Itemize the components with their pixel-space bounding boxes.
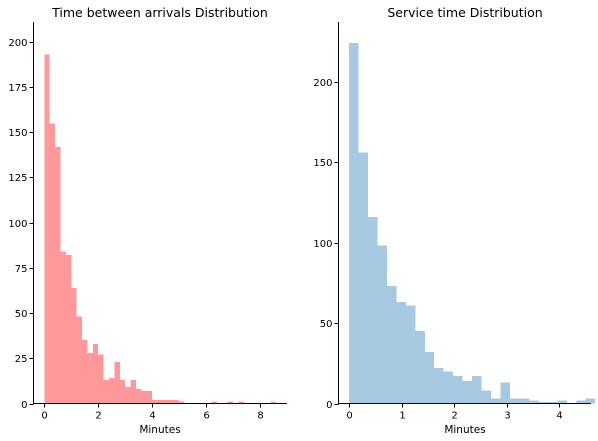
y-axis-ticks: 0 25 50 75 100 125 150 175 200 bbox=[8, 38, 34, 411]
histogram-bar bbox=[173, 399, 180, 404]
histogram-bar bbox=[211, 401, 217, 404]
x-tick-label: 0 bbox=[346, 411, 352, 422]
histogram-bar bbox=[227, 401, 234, 404]
histogram-bar bbox=[367, 216, 378, 404]
x-tick-label: 1 bbox=[399, 411, 405, 422]
y-tick-label: 150 bbox=[8, 128, 27, 139]
histogram-bar bbox=[434, 368, 444, 404]
x-tick-label: 0 bbox=[41, 411, 47, 422]
histogram-bar bbox=[119, 379, 126, 404]
y-tick-label: 150 bbox=[313, 158, 332, 169]
histogram-bar bbox=[168, 399, 174, 404]
service-histogram: Service time Distribution 0 50 100 150 200 0… bbox=[313, 5, 596, 436]
histogram-bar bbox=[103, 379, 110, 404]
histogram-bar bbox=[491, 398, 501, 404]
y-tick-label: 50 bbox=[15, 309, 28, 320]
y-tick-label: 100 bbox=[8, 219, 27, 230]
histogram-bar bbox=[509, 398, 520, 404]
chart-title: Time between arrivals Distribution bbox=[51, 5, 268, 20]
histogram-bar bbox=[405, 305, 416, 404]
histogram-bar bbox=[135, 389, 142, 404]
x-tick-label: 3 bbox=[504, 411, 510, 422]
histogram-bar bbox=[179, 401, 185, 404]
histogram-bar bbox=[377, 245, 387, 404]
histogram-bar bbox=[386, 285, 397, 404]
y-tick-label: 50 bbox=[320, 319, 333, 330]
histogram-bar bbox=[44, 54, 50, 404]
histogram-bar bbox=[152, 399, 158, 404]
histogram-bar bbox=[415, 331, 425, 404]
x-axis-ticks: 0 1 2 3 4 bbox=[346, 403, 563, 422]
histogram-bar bbox=[109, 378, 115, 404]
x-tick-label: 6 bbox=[203, 411, 209, 422]
x-axis-label: Minutes bbox=[139, 424, 180, 436]
x-tick-label: 4 bbox=[149, 411, 155, 422]
histogram-bar bbox=[87, 352, 93, 404]
histogram-bar bbox=[500, 382, 510, 404]
histogram-bar bbox=[141, 390, 147, 404]
x-axis-label: Minutes bbox=[444, 424, 485, 436]
histogram-bar bbox=[528, 400, 539, 404]
histogram-bar bbox=[547, 401, 558, 404]
histogram-bar bbox=[162, 399, 169, 404]
y-tick-label: 75 bbox=[15, 264, 28, 275]
histogram-bar bbox=[424, 351, 435, 404]
y-tick-label: 0 bbox=[326, 400, 332, 411]
chart-title: Service time Distribution bbox=[387, 5, 542, 20]
histogram-bar bbox=[443, 371, 454, 404]
histogram-bar bbox=[157, 399, 163, 404]
y-tick-label: 0 bbox=[21, 400, 27, 411]
arrivals-histogram: Time between arrivals Distribution 0 25 50… bbox=[8, 5, 287, 436]
histogram-bar bbox=[98, 354, 104, 404]
histogram-bar bbox=[60, 251, 66, 404]
histogram-bar bbox=[238, 401, 244, 404]
y-tick-label: 200 bbox=[8, 38, 27, 49]
histogram-bar bbox=[270, 401, 277, 404]
histogram-bar bbox=[472, 376, 482, 404]
histogram-bar bbox=[114, 361, 120, 404]
histogram-bar bbox=[125, 387, 131, 404]
histogram-bar bbox=[585, 398, 596, 404]
x-tick-label: 2 bbox=[95, 411, 101, 422]
histogram-bar bbox=[358, 152, 368, 404]
bars bbox=[349, 42, 596, 404]
x-tick-label: 8 bbox=[257, 411, 263, 422]
histogram-bar bbox=[76, 316, 83, 404]
histogram-bar bbox=[462, 380, 473, 404]
y-tick-label: 125 bbox=[8, 173, 27, 184]
bars bbox=[44, 54, 277, 404]
y-tick-label: 25 bbox=[15, 354, 28, 365]
histogram-bar bbox=[396, 302, 406, 404]
histogram-bar bbox=[55, 146, 61, 404]
histogram-bar bbox=[71, 287, 77, 404]
histogram-bar bbox=[130, 379, 136, 404]
histogram-bar bbox=[519, 398, 529, 404]
histogram-bar bbox=[576, 400, 586, 404]
histogram-bar bbox=[92, 343, 99, 404]
x-tick-label: 4 bbox=[556, 411, 562, 422]
y-tick-label: 100 bbox=[313, 239, 332, 250]
y-tick-label: 175 bbox=[8, 83, 27, 94]
histogram-bar bbox=[557, 400, 567, 404]
histogram-bar bbox=[49, 123, 56, 404]
histogram-bar bbox=[65, 255, 72, 404]
histogram-bar bbox=[349, 42, 359, 404]
x-axis-ticks: 0 2 4 6 8 bbox=[41, 403, 264, 422]
y-axis-ticks: 0 50 100 150 200 bbox=[313, 78, 339, 411]
histogram-bar bbox=[538, 401, 548, 404]
histogram-bar bbox=[481, 390, 492, 404]
histogram-bar bbox=[146, 390, 153, 404]
x-tick-label: 2 bbox=[451, 411, 457, 422]
y-tick-label: 200 bbox=[313, 78, 332, 89]
histogram-bar bbox=[453, 376, 463, 404]
histogram-bar bbox=[82, 340, 88, 404]
